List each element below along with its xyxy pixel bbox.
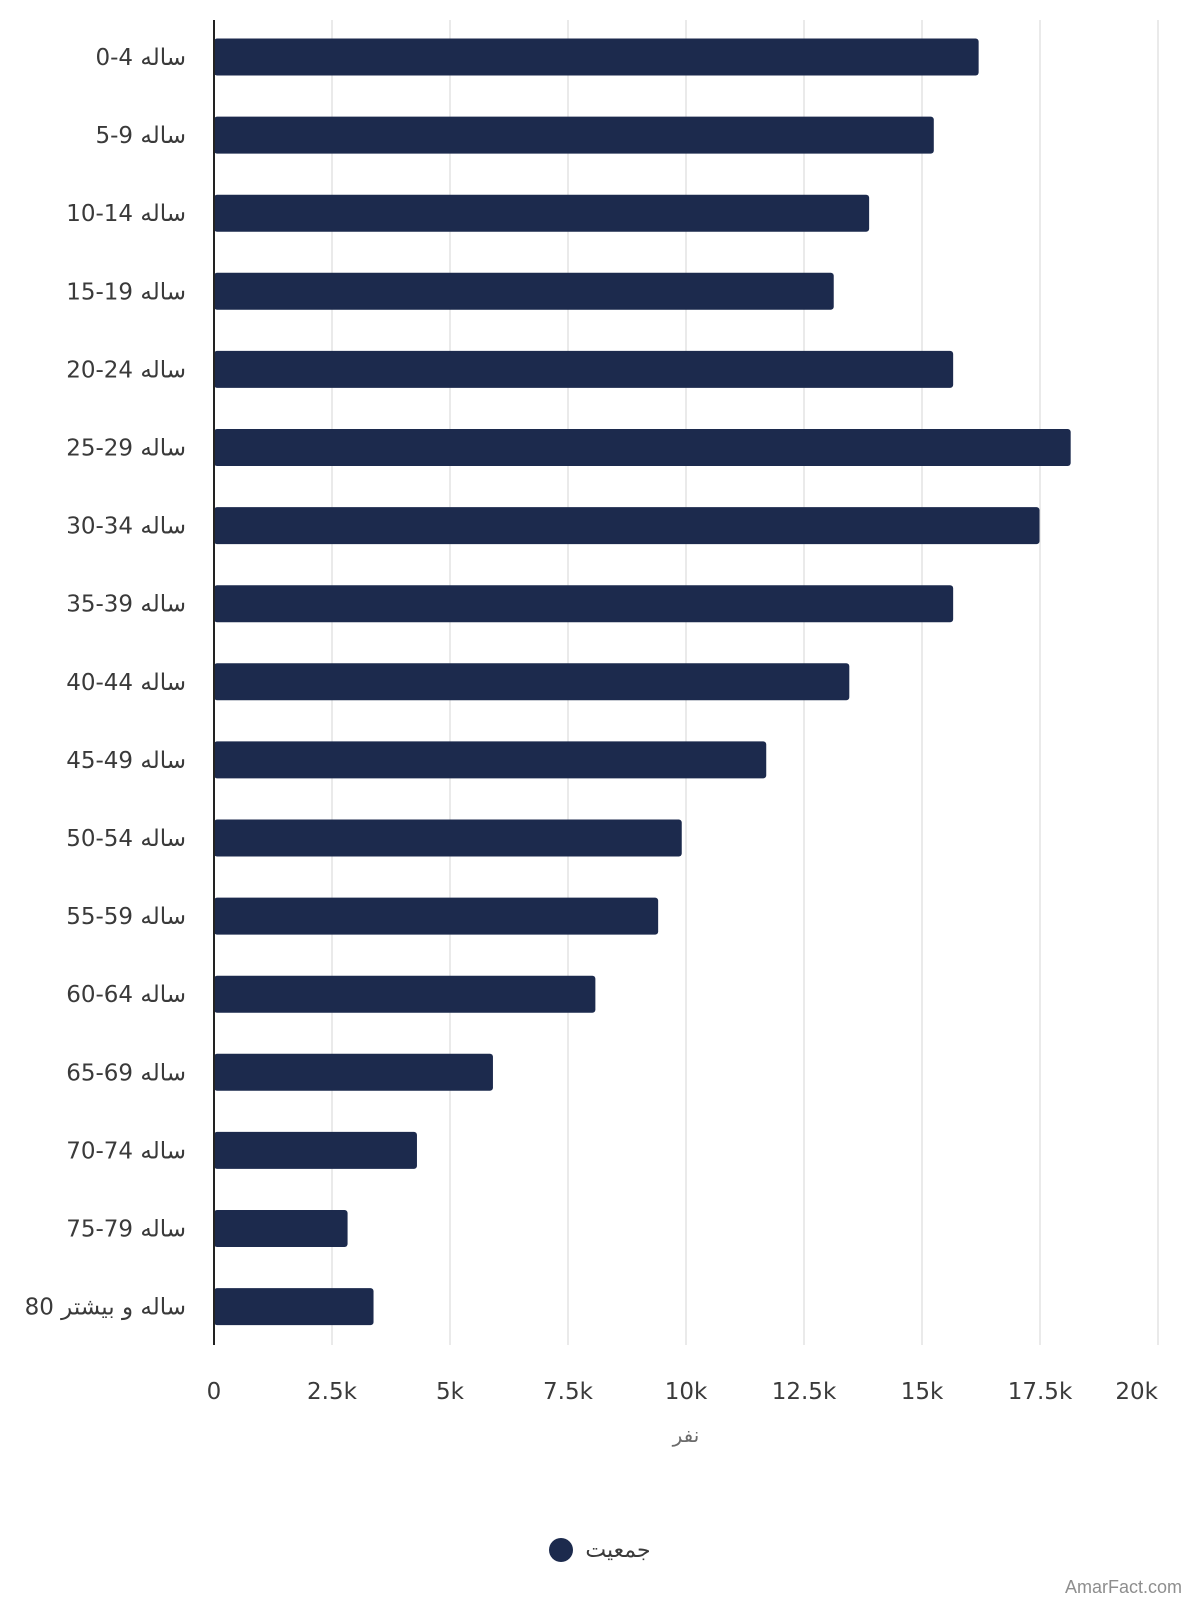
category-label: 0-4 ساله	[95, 45, 186, 71]
category-label: 30-34 ساله	[66, 514, 186, 540]
x-tick-label: 17.5k	[1008, 1379, 1073, 1405]
bar	[214, 1131, 417, 1169]
bar	[214, 1288, 374, 1326]
bar	[214, 1210, 348, 1247]
population-bar-chart: 0-4 ساله 5-9 ساله 10-14 ساله 15-19 ساله 20-2…	[25, 20, 1159, 1447]
category-labels: 0-4 ساله 5-9 ساله 10-14 ساله 15-19 ساله 20-2…	[25, 45, 186, 1321]
category-label: 65-69 ساله	[66, 1060, 186, 1086]
bar	[214, 975, 596, 1013]
category-label: 15-19 ساله	[66, 279, 186, 305]
bars	[214, 38, 1071, 1326]
category-label: 70-74 ساله	[66, 1138, 186, 1164]
bar	[214, 741, 767, 779]
bar	[214, 429, 1071, 466]
bar	[214, 663, 850, 701]
legend-series-dot	[549, 1538, 574, 1562]
category-label: 35-39 ساله	[66, 592, 186, 618]
legend-series-label: جمعیت	[585, 1537, 651, 1563]
bar	[214, 1053, 493, 1091]
x-tick-label: 12.5k	[772, 1379, 837, 1405]
x-tick-label: 7.5k	[543, 1379, 594, 1405]
x-tick-label: 10k	[665, 1379, 708, 1405]
category-label: 45-49 ساله	[66, 748, 186, 774]
bar	[214, 272, 834, 310]
bar	[214, 507, 1040, 545]
x-tick-label: 20k	[1115, 1379, 1158, 1405]
category-label: 20-24 ساله	[66, 357, 186, 383]
category-label: 80 ساله و بیشتر	[25, 1295, 186, 1321]
bar	[214, 585, 954, 623]
category-label: 40-44 ساله	[66, 670, 186, 696]
category-label: 10-14 ساله	[66, 201, 186, 227]
bar	[214, 38, 979, 76]
bar	[214, 819, 682, 857]
watermark: AmarFact.com	[1064, 1577, 1182, 1597]
legend: جمعیت	[0, 1530, 1200, 1570]
category-label: 50-54 ساله	[66, 826, 186, 852]
x-tick-labels: 0 2.5k 5k 7.5k 10k 12.5k 15k 17.5k 20k	[207, 1379, 1159, 1405]
category-label: 25-29 ساله	[66, 436, 186, 462]
bar	[214, 116, 934, 154]
x-tick-label: 2.5k	[307, 1379, 358, 1405]
category-label: 5-9 ساله	[95, 123, 186, 149]
category-label: 60-64 ساله	[66, 982, 186, 1008]
bar	[214, 350, 954, 388]
category-label: 75-79 ساله	[66, 1217, 186, 1243]
x-axis-title: نفر	[672, 1423, 700, 1447]
x-tick-label: 5k	[436, 1379, 465, 1405]
bar	[214, 897, 659, 935]
x-tick-label: 15k	[901, 1379, 944, 1405]
category-label: 55-59 ساله	[66, 904, 186, 930]
x-tick-label: 0	[207, 1379, 222, 1405]
bar	[214, 194, 870, 232]
